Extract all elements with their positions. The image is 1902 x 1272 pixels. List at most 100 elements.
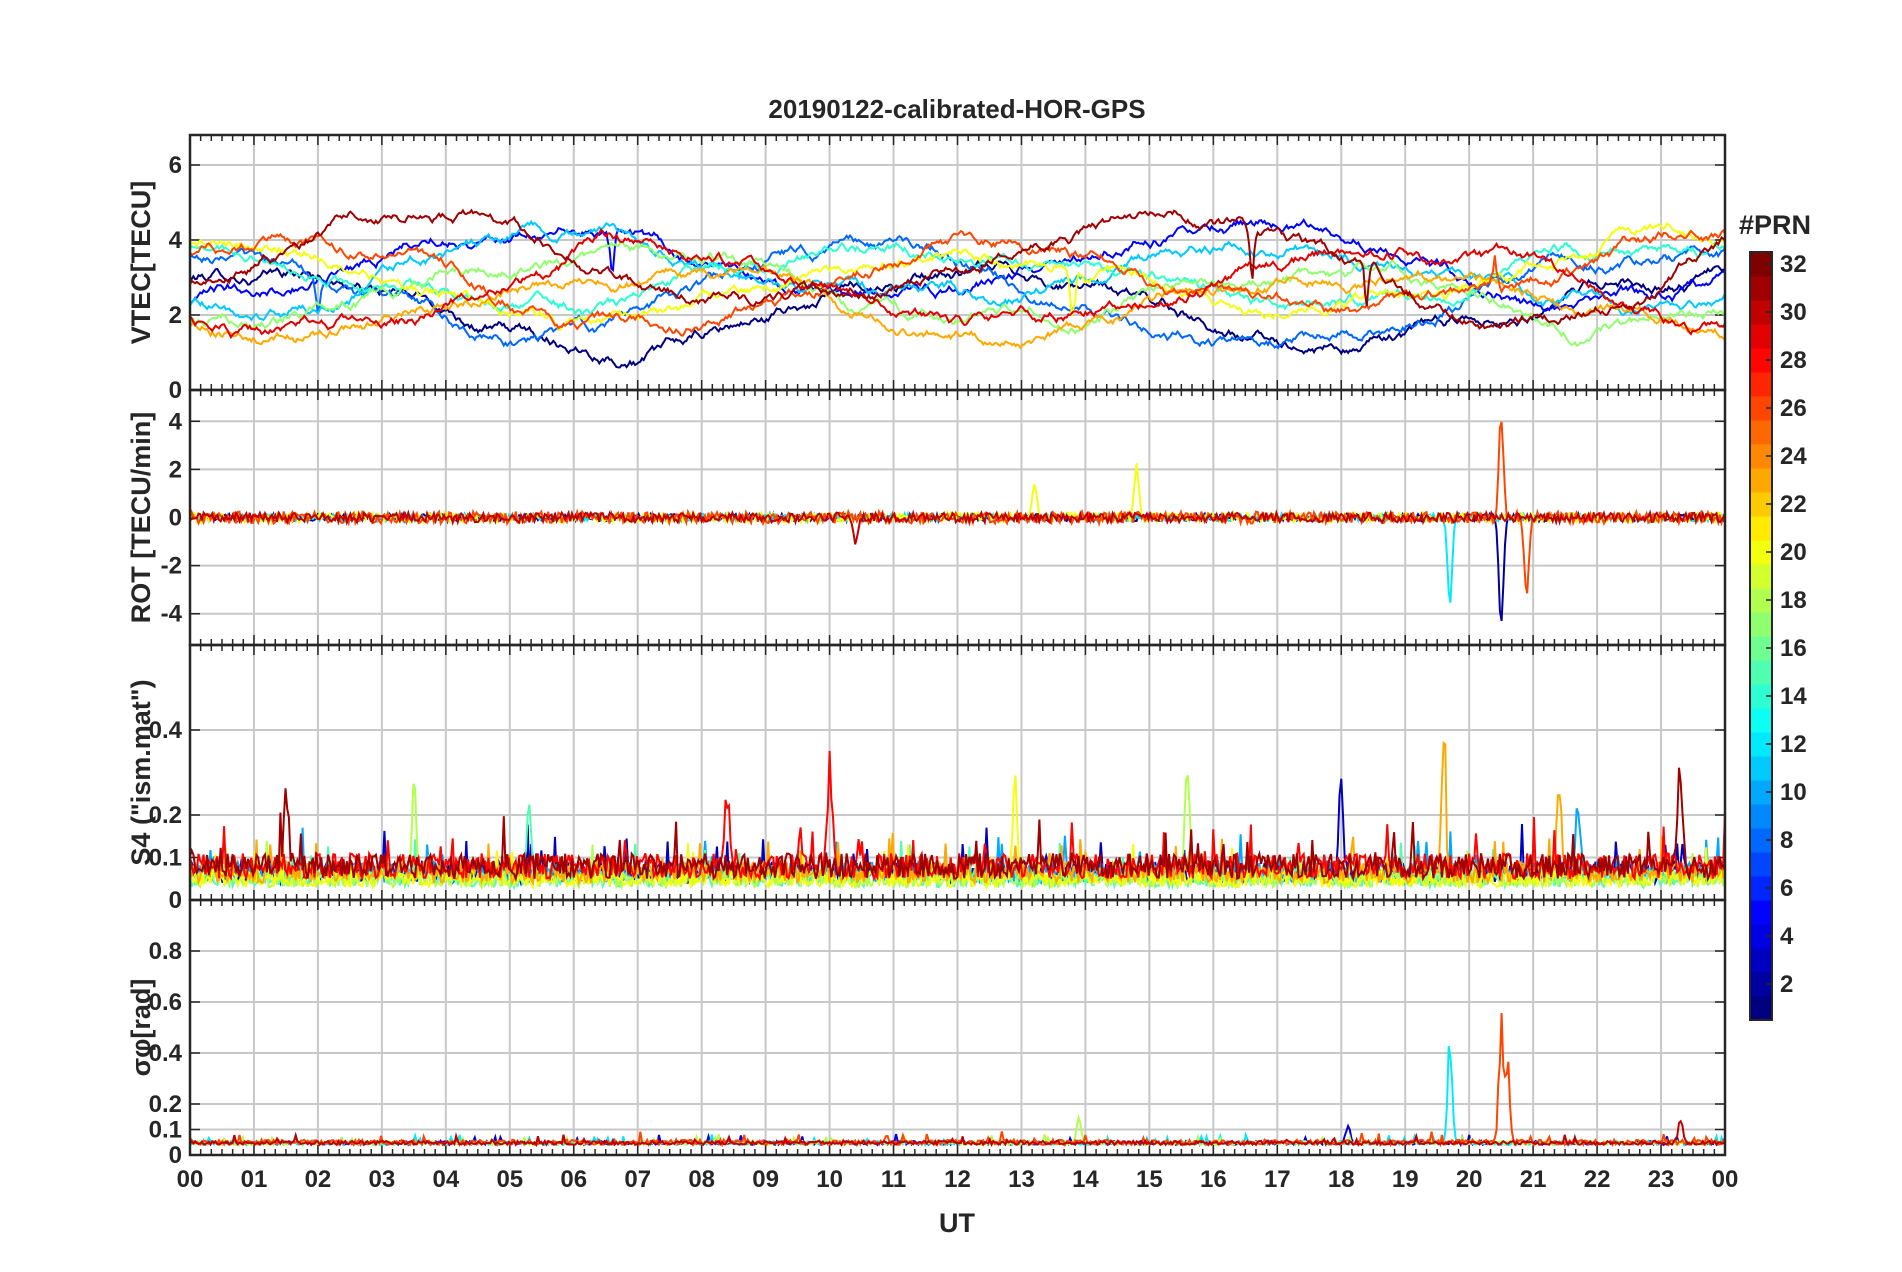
- panel-sigma_phi: 00.10.2 0.4 0.6 0.8 σφ[rad]: [126, 898, 1727, 1169]
- y-tick-label: 0.8: [149, 938, 182, 965]
- colorbar-label: #PRN: [1739, 210, 1811, 240]
- chart-title: 20190122-calibrated-HOR-GPS: [768, 94, 1145, 124]
- series-prn-1: [190, 259, 1725, 369]
- colorbar-segment: [1750, 876, 1772, 901]
- x-tick-label: 12: [944, 1166, 971, 1193]
- x-tick-label: 13: [1008, 1166, 1035, 1193]
- y-tick-label: 0: [169, 377, 182, 404]
- series-prn-29: [190, 227, 1725, 340]
- colorbar-segment: [1750, 636, 1772, 661]
- colorbar-tick-label: 14: [1780, 683, 1807, 710]
- y-tick-label: -2: [161, 553, 182, 580]
- x-tick-label: 18: [1328, 1166, 1355, 1193]
- x-tick-label: 04: [432, 1166, 459, 1193]
- colorbar-segment: [1750, 444, 1772, 469]
- colorbar-segment: [1750, 852, 1772, 877]
- y-tick-label: 0.2: [149, 1091, 182, 1118]
- series-group: [190, 740, 1725, 891]
- colorbar-segment: [1750, 780, 1772, 805]
- colorbar-segment: [1750, 708, 1772, 733]
- series-prn-17: [190, 240, 1725, 347]
- colorbar-frame: [1749, 251, 1773, 1021]
- colorbar-tick-label: 30: [1780, 299, 1807, 326]
- y-axis-label: σφ[rad]: [126, 979, 156, 1077]
- colorbar-segment: [1750, 348, 1772, 373]
- colorbar-segment: [1750, 804, 1772, 829]
- colorbar-segment: [1750, 660, 1772, 685]
- y-tick-label: -4: [161, 601, 183, 628]
- colorbar-segment: [1750, 420, 1772, 445]
- panel-frame: [188, 898, 1727, 1157]
- x-tick-label: 17: [1264, 1166, 1291, 1193]
- y-axis-label: S4 ("ism.mat"): [126, 679, 156, 865]
- x-tick-label: 03: [369, 1166, 396, 1193]
- x-tick-label: 16: [1200, 1166, 1227, 1193]
- colorbar-tick-label: 8: [1780, 827, 1793, 854]
- x-tick-label: 21: [1520, 1166, 1547, 1193]
- y-tick-label: 0.4: [149, 717, 183, 744]
- y-tick-label: 0.2: [149, 802, 182, 829]
- series-prn-26: [190, 228, 1725, 337]
- colorbar-segment: [1750, 300, 1772, 325]
- y-tick-label: 0.1: [149, 1117, 182, 1144]
- colorbar-segment: [1750, 732, 1772, 757]
- colorbar-segment: [1750, 972, 1772, 997]
- series-prn-30: [190, 1119, 1725, 1148]
- panel-rot: -4 -2 0 2 4 ROT [TECU/min]: [126, 388, 1727, 647]
- y-axis-label: ROT [TECU/min]: [126, 412, 156, 623]
- y-tick-label: 0: [169, 1142, 182, 1169]
- x-tick-label: 09: [752, 1166, 779, 1193]
- series-prn-31: [190, 767, 1725, 883]
- x-tick-label: 14: [1072, 1166, 1099, 1193]
- y-tick-label: 0.4: [149, 1040, 183, 1067]
- y-axis-label: VTEC[TECU]: [126, 181, 156, 345]
- x-tick-labels: 00 01 02 03 04 05 06 07 08 09 10 11 12 13 14 15 16 17 18 19…: [177, 1166, 1739, 1193]
- y-tick-label: 0.6: [149, 989, 182, 1016]
- colorbar-tick-label: 20: [1780, 539, 1807, 566]
- series-prn-31: [190, 208, 1725, 330]
- colorbar-tick-label: 24: [1780, 443, 1807, 470]
- x-tick-label: 23: [1648, 1166, 1675, 1193]
- colorbar-tick-label: 32: [1780, 251, 1807, 278]
- colorbar-tick-label: 2: [1780, 971, 1793, 998]
- series-group: [190, 208, 1725, 369]
- y-tick-label: 4: [169, 408, 183, 435]
- x-tick-label: 00: [1712, 1166, 1739, 1193]
- colorbar-segment: [1750, 612, 1772, 637]
- colorbar-tick-label: 6: [1780, 875, 1793, 902]
- x-tick-label: 20: [1456, 1166, 1483, 1193]
- x-tick-label: 10: [816, 1166, 843, 1193]
- colorbar-segment: [1750, 564, 1772, 589]
- colorbar-segment: [1750, 900, 1772, 925]
- x-tick-label: 22: [1584, 1166, 1611, 1193]
- colorbar-segment: [1750, 684, 1772, 709]
- colorbar-segment: [1750, 492, 1772, 517]
- x-tick-label: 06: [560, 1166, 587, 1193]
- y-tick-label: 4: [169, 227, 183, 254]
- y-tick-label: 0: [169, 505, 182, 532]
- x-tick-label: 02: [305, 1166, 332, 1193]
- colorbar-tick-label: 22: [1780, 491, 1807, 518]
- y-tick-label: 0: [169, 887, 182, 914]
- colorbar-tick-label: 4: [1780, 923, 1794, 950]
- x-tick-label: 00: [177, 1166, 204, 1193]
- panel-vtec: 0 2 4 6 VTEC[TECU]: [126, 133, 1727, 404]
- colorbar-tick-label: 28: [1780, 347, 1807, 374]
- colorbar-tick-label: 26: [1780, 395, 1807, 422]
- colorbar-segment: [1750, 252, 1772, 277]
- series-group: [190, 421, 1725, 622]
- series-prn-30: [190, 509, 1725, 545]
- y-tick-label: 2: [169, 302, 182, 329]
- colorbar-segment: [1750, 276, 1772, 301]
- colorbar-tick-label: 10: [1780, 779, 1807, 806]
- colorbar-segment: [1750, 468, 1772, 493]
- colorbar-segment: [1750, 996, 1772, 1021]
- colorbar-segment: [1750, 324, 1772, 349]
- colorbar-segment: [1750, 588, 1772, 613]
- colorbar-tick-label: 12: [1780, 731, 1807, 758]
- colorbar-segment: [1750, 396, 1772, 421]
- colorbar-segment: [1750, 516, 1772, 541]
- colorbar-segment: [1750, 924, 1772, 949]
